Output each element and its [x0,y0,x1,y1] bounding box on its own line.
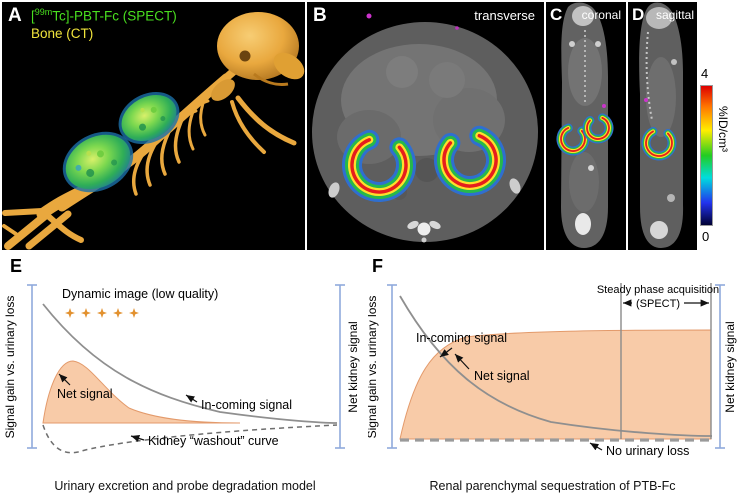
kidney-right-spect-signal [118,92,180,144]
noise-speck [602,104,606,108]
incoming-signal-annotation: In-coming signal [201,398,292,412]
ct-sagittal-body [639,2,684,248]
panel-d-letter: D [632,5,645,24]
dynamic-image-annotation: Dynamic image (low quality) [62,287,218,301]
panel-e-chart: E Signal gain vs. urinary loss Net kidne… [2,252,368,499]
panel-f-chart: F Signal gain vs. urinary loss Net kidne… [365,252,737,499]
tracer-isotope-sup: 99m [34,7,53,17]
incoming-signal-curve [42,303,338,424]
panel-a-bone-label: Bone (CT) [31,26,94,41]
panel-a-image [2,2,305,250]
incoming-signal-arrow [185,394,198,403]
frame-sparkle-icons [65,308,139,318]
panel-f-caption: Renal parenchymal sequestration of PTB-F… [429,479,676,493]
panel-b-image [307,2,544,250]
kidney-ring-right [434,125,506,196]
panel-c-coronal-slice: C coronal [546,2,626,250]
no-urinary-loss-annotation: No urinary loss [606,444,689,458]
panel-c-image [546,2,626,250]
panel-b-letter: B [313,5,327,26]
panel-f-plot: F Signal gain vs. urinary loss Net kidne… [365,256,737,458]
panel-a-spect-ct-3d: A [99mTc]-PBT-Fc (SPECT) Bone (CT) [2,2,305,250]
panel-b-view-label: transverse [474,8,535,23]
vertebra [407,220,441,243]
net-signal-area [399,329,712,440]
panel-d-image [628,2,697,250]
steady-phase-annotation-line2: (SPECT) [636,298,680,310]
panel-d-view-label: sagittal [655,8,694,22]
tracer-rest: Tc]-PBT-Fc (SPECT) [52,8,177,24]
net-signal-annotation: Net signal [57,387,113,401]
panel-c-letter: C [550,5,563,24]
kidney-ring-left [342,129,416,202]
panel-f-letter: F [372,256,383,276]
panel-a-tracer-label: [99mTc]-PBT-Fc (SPECT) [31,7,177,24]
kidney-ring [641,126,677,161]
noise-speck [644,98,648,102]
colorbar: 4 0 %ID/cm³ [697,2,739,250]
noise-speck [455,26,459,30]
net-signal-area [42,360,241,424]
panel-a-letter: A [8,5,22,26]
y-axis-left [387,284,397,449]
steady-phase-annotation-line1: Steady phase acquisition [597,284,719,296]
washout-annotation: Kidney “washout” curve [148,434,279,448]
incoming-signal-annotation: In-coming signal [416,331,507,345]
net-signal-annotation: Net signal [474,369,530,383]
washout-arrow [130,435,145,442]
colorbar-min-value: 0 [702,229,710,244]
y-axis-right-label: Net kidney signal [723,321,737,412]
mouse-skeleton-ct [2,12,305,250]
panel-b-transverse-slice: B transverse [307,2,544,250]
kidney-ring-right [582,113,614,144]
incoming-signal-arrow [439,347,453,358]
tracer-prefix: [ [31,8,35,24]
panel-e-letter: E [10,256,22,276]
colorbar-unit-label: %ID/cm³ [716,106,730,152]
noise-speck [366,13,372,19]
colorbar-gradient [700,85,713,226]
net-signal-arrow [454,353,470,370]
y-axis-left [27,284,37,449]
panel-d-sagittal-slice: D sagittal [628,2,697,250]
no-urinary-loss-arrow [589,442,603,451]
net-signal-arrow [58,373,71,386]
incoming-signal-curve [399,295,713,437]
panel-e-plot: E Signal gain vs. urinary loss Net kidne… [3,256,360,454]
eye-socket [239,50,251,62]
y-axis-left-label: Signal gain vs. urinary loss [3,296,17,439]
washout-curve [42,424,338,454]
colorbar-max-value: 4 [701,66,709,81]
y-axis-left-label: Signal gain vs. urinary loss [368,296,379,439]
kidney-ring-left [556,123,590,156]
kidney-left-spect-signal [62,131,134,193]
y-axis-right-label: Net kidney signal [346,321,360,412]
ct-cross-section [312,22,538,242]
panel-c-view-label: coronal [581,8,621,22]
y-axis-right [715,284,725,449]
y-axis-right [335,284,345,449]
panel-e-caption: Urinary excretion and probe degradation … [54,479,316,493]
